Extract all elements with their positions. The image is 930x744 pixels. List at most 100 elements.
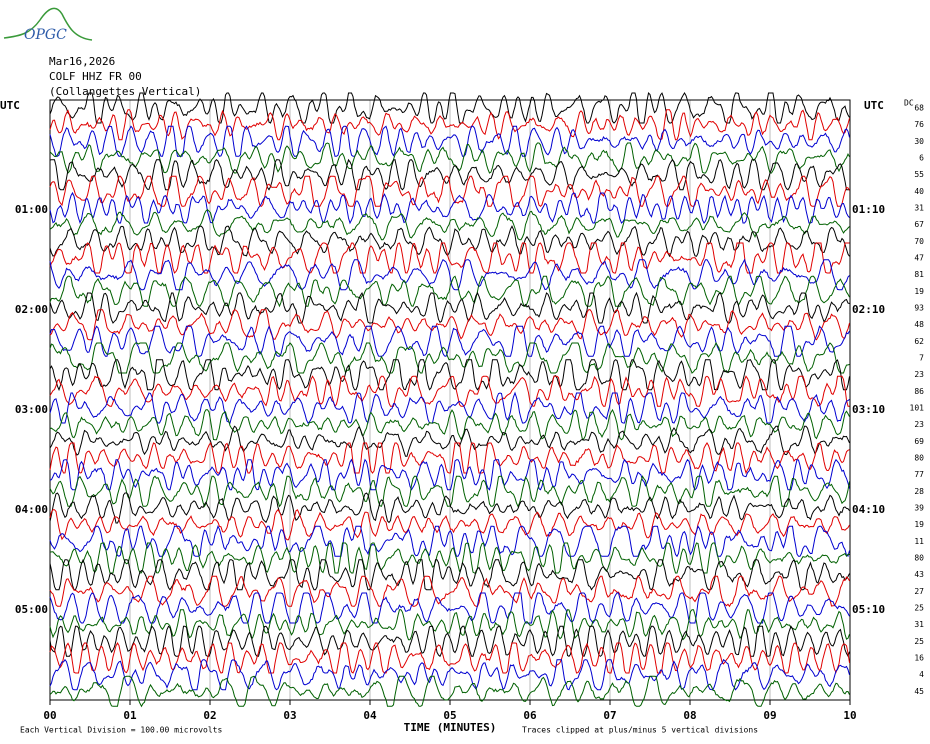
dc-offset: 101 bbox=[910, 404, 925, 413]
right-time-label: 05:10 bbox=[852, 603, 885, 616]
x-tick-label: 05 bbox=[443, 709, 456, 722]
dc-offset: 23 bbox=[914, 370, 924, 379]
trace bbox=[49, 625, 850, 658]
trace bbox=[49, 575, 850, 608]
trace bbox=[49, 242, 850, 274]
dc-offset: 7 bbox=[919, 354, 924, 363]
left-time-label: 04:00 bbox=[15, 503, 48, 516]
right-axis-title: UTC bbox=[864, 99, 884, 112]
dc-offset: 19 bbox=[914, 287, 924, 296]
dc-offset: 70 bbox=[914, 237, 924, 246]
dc-offset: 47 bbox=[914, 254, 924, 263]
trace bbox=[49, 275, 850, 308]
x-tick-label: 01 bbox=[123, 709, 137, 722]
trace bbox=[49, 492, 850, 524]
dc-offset: 19 bbox=[914, 520, 924, 529]
left-time-label: 02:00 bbox=[15, 303, 48, 316]
dc-offset: 48 bbox=[914, 320, 924, 329]
dc-offset: 25 bbox=[914, 604, 924, 613]
logo: OPGC bbox=[24, 27, 67, 43]
dc-offset: 31 bbox=[914, 204, 924, 213]
trace bbox=[49, 142, 850, 174]
x-axis-title: TIME (MINUTES) bbox=[404, 721, 497, 734]
dc-offset: 80 bbox=[914, 554, 924, 563]
dc-offset: 62 bbox=[914, 337, 924, 346]
trace bbox=[49, 209, 850, 241]
dc-offset: 81 bbox=[914, 270, 924, 279]
trace bbox=[49, 609, 850, 641]
header-line: COLF HHZ FR 00 bbox=[49, 70, 142, 83]
dc-offset: 45 bbox=[914, 687, 924, 696]
dc-offset: 27 bbox=[914, 587, 924, 596]
trace bbox=[49, 375, 850, 408]
dc-offset: 80 bbox=[914, 454, 924, 463]
dc-offset: 77 bbox=[914, 470, 924, 479]
x-tick-label: 10 bbox=[843, 709, 856, 722]
trace bbox=[49, 191, 850, 225]
scale-note: Each Vertical Division = 100.00 microvol… bbox=[20, 726, 222, 735]
dc-offset: 76 bbox=[914, 120, 924, 129]
trace bbox=[49, 109, 850, 141]
trace bbox=[49, 458, 850, 491]
trace bbox=[49, 225, 850, 258]
trace bbox=[49, 258, 850, 291]
trace bbox=[49, 658, 850, 691]
trace bbox=[49, 391, 850, 424]
dc-offset: 68 bbox=[914, 104, 924, 113]
dc-offset: 86 bbox=[914, 387, 924, 396]
x-tick-label: 00 bbox=[43, 709, 56, 722]
trace bbox=[49, 175, 850, 207]
trace bbox=[49, 309, 850, 341]
dc-offset: 67 bbox=[914, 220, 924, 229]
left-axis-title: UTC bbox=[0, 99, 20, 112]
trace bbox=[49, 91, 850, 124]
x-tick-label: 07 bbox=[603, 709, 616, 722]
trace bbox=[49, 425, 850, 457]
dc-offset: 93 bbox=[914, 304, 924, 313]
dc-offset: 39 bbox=[914, 504, 924, 513]
dc-offset: 30 bbox=[914, 137, 924, 146]
trace bbox=[49, 341, 850, 374]
dc-offset: 28 bbox=[914, 487, 924, 496]
x-tick-label: 06 bbox=[523, 709, 537, 722]
trace bbox=[49, 675, 850, 708]
right-time-label: 01:10 bbox=[852, 203, 885, 216]
dc-offset: 23 bbox=[914, 420, 924, 429]
trace bbox=[49, 592, 850, 624]
header-line: Mar16,2026 bbox=[49, 55, 115, 68]
x-tick-label: 09 bbox=[763, 709, 776, 722]
trace bbox=[49, 408, 850, 441]
dc-offset: 16 bbox=[914, 654, 924, 663]
trace bbox=[49, 475, 850, 508]
right-time-label: 02:10 bbox=[852, 303, 885, 316]
trace bbox=[49, 441, 850, 475]
plot-frame bbox=[49, 99, 851, 701]
trace bbox=[49, 125, 850, 157]
trace bbox=[49, 641, 850, 674]
x-tick-label: 03 bbox=[283, 709, 296, 722]
clip-note: Traces clipped at plus/minus 5 vertical … bbox=[522, 726, 758, 735]
trace bbox=[49, 558, 850, 591]
header-line: (Collangettes Vertical) bbox=[49, 85, 201, 98]
dc-offset: 6 bbox=[919, 154, 924, 163]
trace bbox=[49, 542, 850, 574]
left-time-label: 03:00 bbox=[15, 403, 48, 416]
x-tick-label: 04 bbox=[363, 709, 377, 722]
right-time-label: 03:10 bbox=[852, 403, 885, 416]
dc-offset: 31 bbox=[914, 620, 924, 629]
right-time-label: 04:10 bbox=[852, 503, 885, 516]
dc-title: DC bbox=[904, 99, 914, 108]
trace bbox=[49, 291, 850, 324]
trace bbox=[49, 158, 850, 191]
dc-offset: 25 bbox=[914, 637, 924, 646]
dc-offset: 11 bbox=[914, 537, 924, 546]
dc-offset: 40 bbox=[914, 187, 924, 196]
x-tick-label: 02 bbox=[203, 709, 216, 722]
dc-offset: 43 bbox=[914, 570, 924, 579]
dc-offset: 4 bbox=[919, 670, 924, 679]
dc-offset: 69 bbox=[914, 437, 924, 446]
left-time-label: 01:00 bbox=[15, 203, 48, 216]
logo-mark bbox=[3, 7, 93, 41]
trace bbox=[49, 508, 850, 541]
